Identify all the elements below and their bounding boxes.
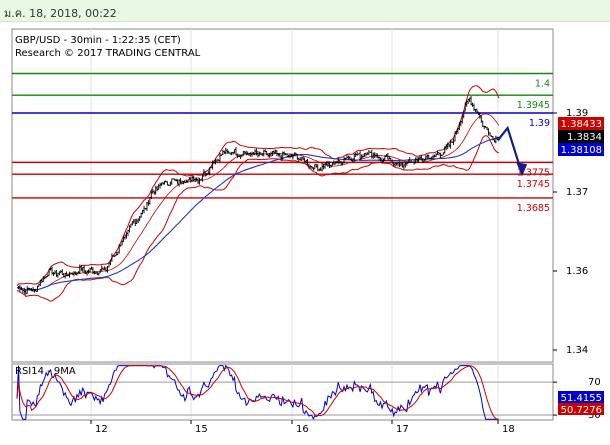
level-label: 1.3685 (517, 203, 550, 214)
level-label: 1.3745 (517, 179, 550, 190)
level-label: 1.4 (535, 79, 550, 90)
rsi-tag-label: 51.4155 (561, 393, 602, 404)
x-tick-label: 18 (502, 424, 515, 435)
rsi-tag-label: 50.7276 (561, 405, 602, 416)
y-tick-label: 1.37 (566, 187, 588, 198)
price-tag-label: 1.38108 (561, 145, 602, 156)
rsi-tag-box (558, 403, 604, 415)
rsi-line (16, 364, 499, 421)
price-tag-label: 1.38433 (561, 119, 602, 130)
x-axis: 12 15 16 17 18 (90, 420, 515, 435)
x-tick-label: 12 (95, 424, 108, 435)
rsi-panel-frame (11, 363, 554, 421)
candles (17, 95, 500, 296)
bollinger-lower (16, 135, 499, 302)
x-tick-label: 17 (396, 424, 409, 435)
price-tag-box (558, 130, 604, 143)
projection-arrowhead (516, 162, 528, 177)
y-axis: 1.39 1.37 1.36 1.34 70 30 (553, 108, 601, 421)
y-tick-label: 1.39 (566, 108, 588, 119)
top-status-bar: ม.ค. 18, 2018, 00:22 (0, 0, 610, 22)
chart-title: GBP/USD - 30min - 1:22:35 (CET) (15, 35, 181, 46)
x-tick-label: 16 (296, 424, 309, 435)
date-label: ม.ค. 18, 2018, 00:22 (4, 7, 117, 20)
rsi-title: RSI14 - 9MA (15, 366, 76, 377)
y-tick-label: 1.36 (566, 266, 588, 277)
bollinger-upper (16, 85, 500, 287)
rsi-y-tick-label: 70 (588, 377, 601, 388)
y-tick-label: 1.34 (566, 345, 588, 356)
rsi-tag-box (558, 391, 604, 403)
level-label: 1.3945 (517, 100, 550, 111)
price-tag-box (558, 143, 604, 156)
projection-line (497, 125, 524, 175)
x-tick-label: 15 (195, 424, 208, 435)
rsi-lines (16, 364, 499, 421)
rsi-ma-line (16, 365, 499, 420)
rsi-grid (12, 381, 553, 416)
chart-subtitle: Research © 2017 TRADING CENTRAL (15, 48, 201, 59)
price-tag-box (558, 117, 604, 130)
level-label: 1.39 (529, 118, 550, 129)
level-label: 1.3775 (517, 167, 550, 178)
price-panel-frame (11, 28, 554, 363)
projection-arrow (497, 125, 528, 177)
rsi-y-tick-label: 30 (588, 410, 601, 421)
price-tag-label: 1.3834 (567, 132, 602, 143)
